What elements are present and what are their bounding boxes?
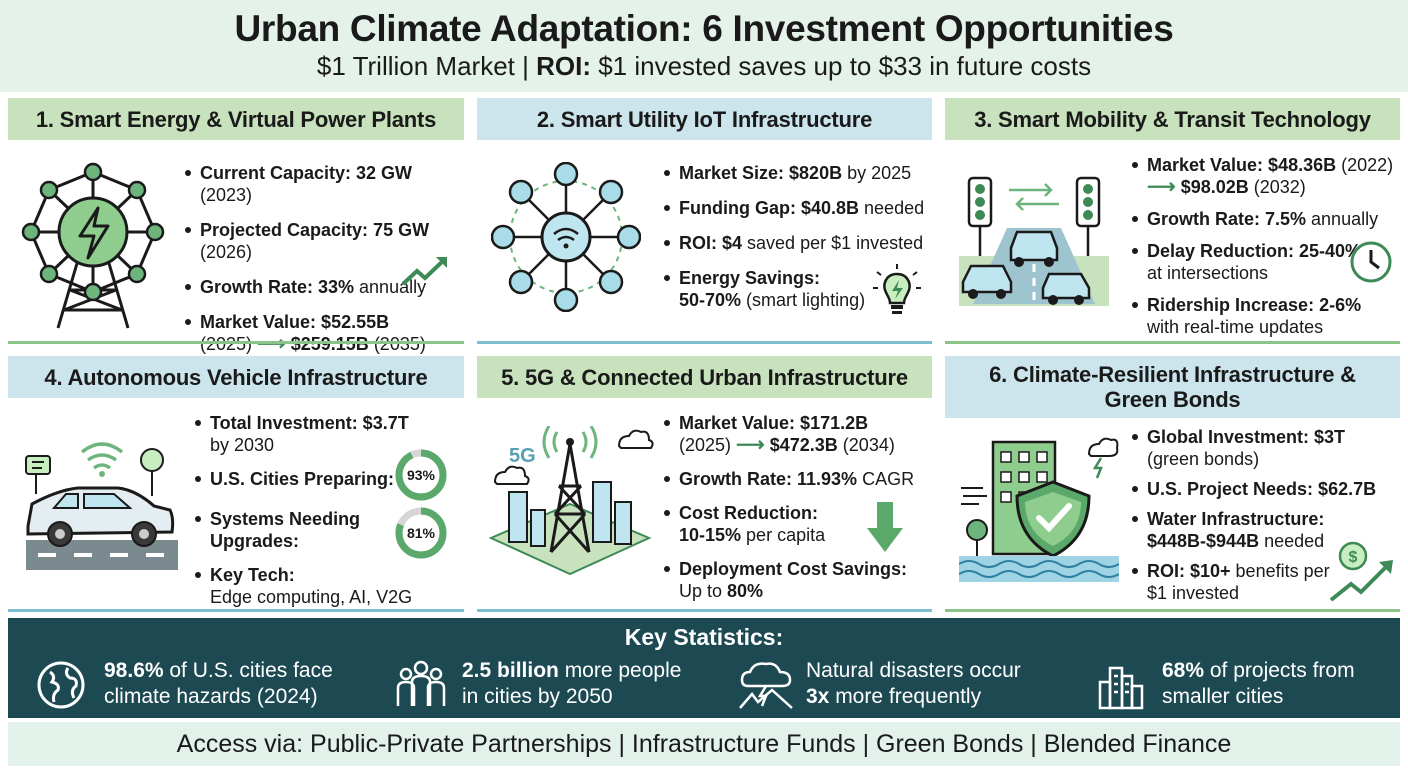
card-title: 2. Smart Utility IoT Infrastructure bbox=[477, 98, 932, 140]
people-group-icon bbox=[396, 660, 446, 706]
clock-icon bbox=[1350, 241, 1392, 283]
list-item: Global Investment: $3T (green bonds) bbox=[1131, 426, 1397, 470]
list-item: ROI: $4 saved per $1 invested bbox=[663, 232, 928, 254]
donut-systems-upgrades: 81% bbox=[395, 507, 447, 559]
list-item: Energy Savings: 50-70% (smart lighting) bbox=[663, 267, 928, 311]
list-item: Market Value: $171.2B (2025) ⟶ $472.3B (2… bbox=[663, 412, 929, 456]
key-statistics-panel: Key Statistics: 98.6% of U.S. cities fac… bbox=[8, 618, 1400, 718]
list-item: Deployment Cost Savings: Up to 80% bbox=[663, 558, 929, 602]
list-item: Growth Rate: 7.5% annually bbox=[1131, 208, 1397, 230]
card-bullets: Current Capacity: 32 GW (2023) Projected… bbox=[184, 162, 459, 368]
header-banner: Urban Climate Adaptation: 6 Investment O… bbox=[0, 0, 1408, 92]
card-bullets: Global Investment: $3T (green bonds) U.S.… bbox=[1131, 426, 1397, 604]
list-item: U.S. Cities Preparing: bbox=[194, 468, 454, 490]
card-5g-connected: 5. 5G & Connected Urban Infrastructure 5… bbox=[477, 356, 932, 612]
card-divider bbox=[477, 609, 932, 612]
list-item: Growth Rate: 11.93% CAGR bbox=[663, 468, 929, 490]
donut-cities-preparing: 93% bbox=[395, 449, 447, 501]
list-item: Key Tech: Edge computing, AI, V2G bbox=[194, 564, 454, 608]
stat-item: 2.5 billion more people in cities by 2050 bbox=[394, 658, 714, 714]
card-title: 6. Climate-Resilient Infrastructure & Gr… bbox=[945, 356, 1400, 418]
card-divider bbox=[945, 341, 1400, 344]
5g-tower-city-icon: 5G bbox=[488, 426, 654, 576]
card-title: 1. Smart Energy & Virtual Power Plants bbox=[8, 98, 464, 140]
subtitle-market: $1 Trillion Market | bbox=[316, 51, 537, 81]
list-item: Cost Reduction: 10-15% per capita bbox=[663, 502, 929, 546]
city-buildings-icon bbox=[1098, 666, 1144, 710]
page-subtitle: $1 Trillion Market | ROI: $1 invested sa… bbox=[0, 51, 1408, 82]
iot-network-hub-icon bbox=[491, 162, 641, 312]
subtitle-roi-text: $1 invested saves up to $33 in future co… bbox=[590, 51, 1092, 81]
card-title: 3. Smart Mobility & Transit Technology bbox=[945, 98, 1400, 140]
card-smart-utility-iot: 2. Smart Utility IoT Infrastructure Mark… bbox=[477, 98, 932, 344]
power-tower-bolt-icon bbox=[21, 162, 165, 329]
arrow-right-icon: ⟶ bbox=[736, 434, 765, 456]
5g-label: 5G bbox=[509, 445, 536, 467]
list-item: Market Size: $820B by 2025 bbox=[663, 162, 928, 184]
stat-item: Natural disasters occur 3x more frequentl… bbox=[738, 658, 1058, 714]
list-item: Market Value: $48.36B (2022) ⟶ $98.02B (2… bbox=[1131, 154, 1397, 198]
stat-item: 68% of projects from smaller cities bbox=[1096, 658, 1386, 714]
storm-cloud-icon bbox=[739, 662, 793, 709]
list-item: ROI: $10+ benefits per $1 invested bbox=[1131, 560, 1397, 604]
card-title: 5. 5G & Connected Urban Infrastructure bbox=[477, 356, 932, 398]
list-item: Total Investment: $3.7T by 2030 bbox=[194, 412, 454, 456]
footer-access-routes: Access via: Public-Private Partnerships … bbox=[8, 722, 1400, 766]
globe-icon bbox=[37, 661, 85, 709]
arrow-right-icon: ⟶ bbox=[257, 333, 286, 355]
card-smart-mobility: 3. Smart Mobility & Transit Technology M… bbox=[945, 98, 1400, 344]
list-item: Growth Rate: 33% annually bbox=[184, 276, 459, 298]
list-item: Systems Needing Upgrades: bbox=[194, 508, 454, 552]
card-bullets: Market Value: $48.36B (2022) ⟶ $98.02B (2… bbox=[1131, 154, 1397, 338]
subtitle-roi-label: ROI: bbox=[536, 51, 591, 81]
down-arrow-icon bbox=[867, 502, 903, 552]
card-divider bbox=[477, 341, 932, 344]
card-divider bbox=[8, 341, 464, 344]
card-smart-energy: 1. Smart Energy & Virtual Power Plants C… bbox=[8, 98, 464, 355]
card-climate-resilient: 6. Climate-Resilient Infrastructure & Gr… bbox=[945, 356, 1400, 612]
list-item: Ridership Increase: 2-6% with real-time u… bbox=[1131, 294, 1397, 338]
card-title: 4. Autonomous Vehicle Infrastructure bbox=[8, 356, 464, 398]
list-item: Water Infrastructure: $448B-$944B needed bbox=[1131, 508, 1397, 552]
arrow-right-icon: ⟶ bbox=[1147, 176, 1176, 198]
resilient-building-shield-icon bbox=[959, 437, 1119, 582]
traffic-lights-cars-icon bbox=[959, 176, 1109, 306]
list-item: Funding Gap: $40.8B needed bbox=[663, 197, 928, 219]
card-divider bbox=[8, 609, 464, 612]
dollar-growth-icon: $ bbox=[1329, 541, 1393, 602]
list-item: Projected Capacity: 75 GW (2026) bbox=[184, 219, 459, 263]
stat-item: 98.6% of U.S. cities face climate hazards… bbox=[36, 658, 356, 714]
list-item: Market Value: $52.55B (2025) ⟶ $259.15B (… bbox=[184, 311, 459, 355]
lightbulb-bolt-icon bbox=[873, 264, 921, 314]
svg-text:$: $ bbox=[1349, 549, 1358, 566]
connected-car-icon bbox=[25, 442, 178, 570]
card-divider bbox=[945, 609, 1400, 612]
donut-label: 81% bbox=[407, 525, 436, 541]
card-bullets: Market Value: $171.2B (2025) ⟶ $472.3B (2… bbox=[663, 412, 929, 602]
card-bullets: Market Size: $820B by 2025 Funding Gap: … bbox=[663, 162, 928, 324]
key-statistics-title: Key Statistics: bbox=[624, 624, 784, 650]
trend-up-arrow-icon bbox=[401, 257, 447, 286]
page-title: Urban Climate Adaptation: 6 Investment O… bbox=[234, 8, 1174, 49]
list-item: U.S. Project Needs: $62.7B bbox=[1131, 478, 1397, 500]
card-bullets: Total Investment: $3.7T by 2030 U.S. Citi… bbox=[194, 412, 454, 608]
list-item: Current Capacity: 32 GW (2023) bbox=[184, 162, 459, 206]
card-autonomous-vehicle: 4. Autonomous Vehicle Infrastructure Tot… bbox=[8, 356, 464, 612]
list-item: Delay Reduction: 25-40% at intersections bbox=[1131, 240, 1397, 284]
donut-label: 93% bbox=[407, 467, 436, 483]
